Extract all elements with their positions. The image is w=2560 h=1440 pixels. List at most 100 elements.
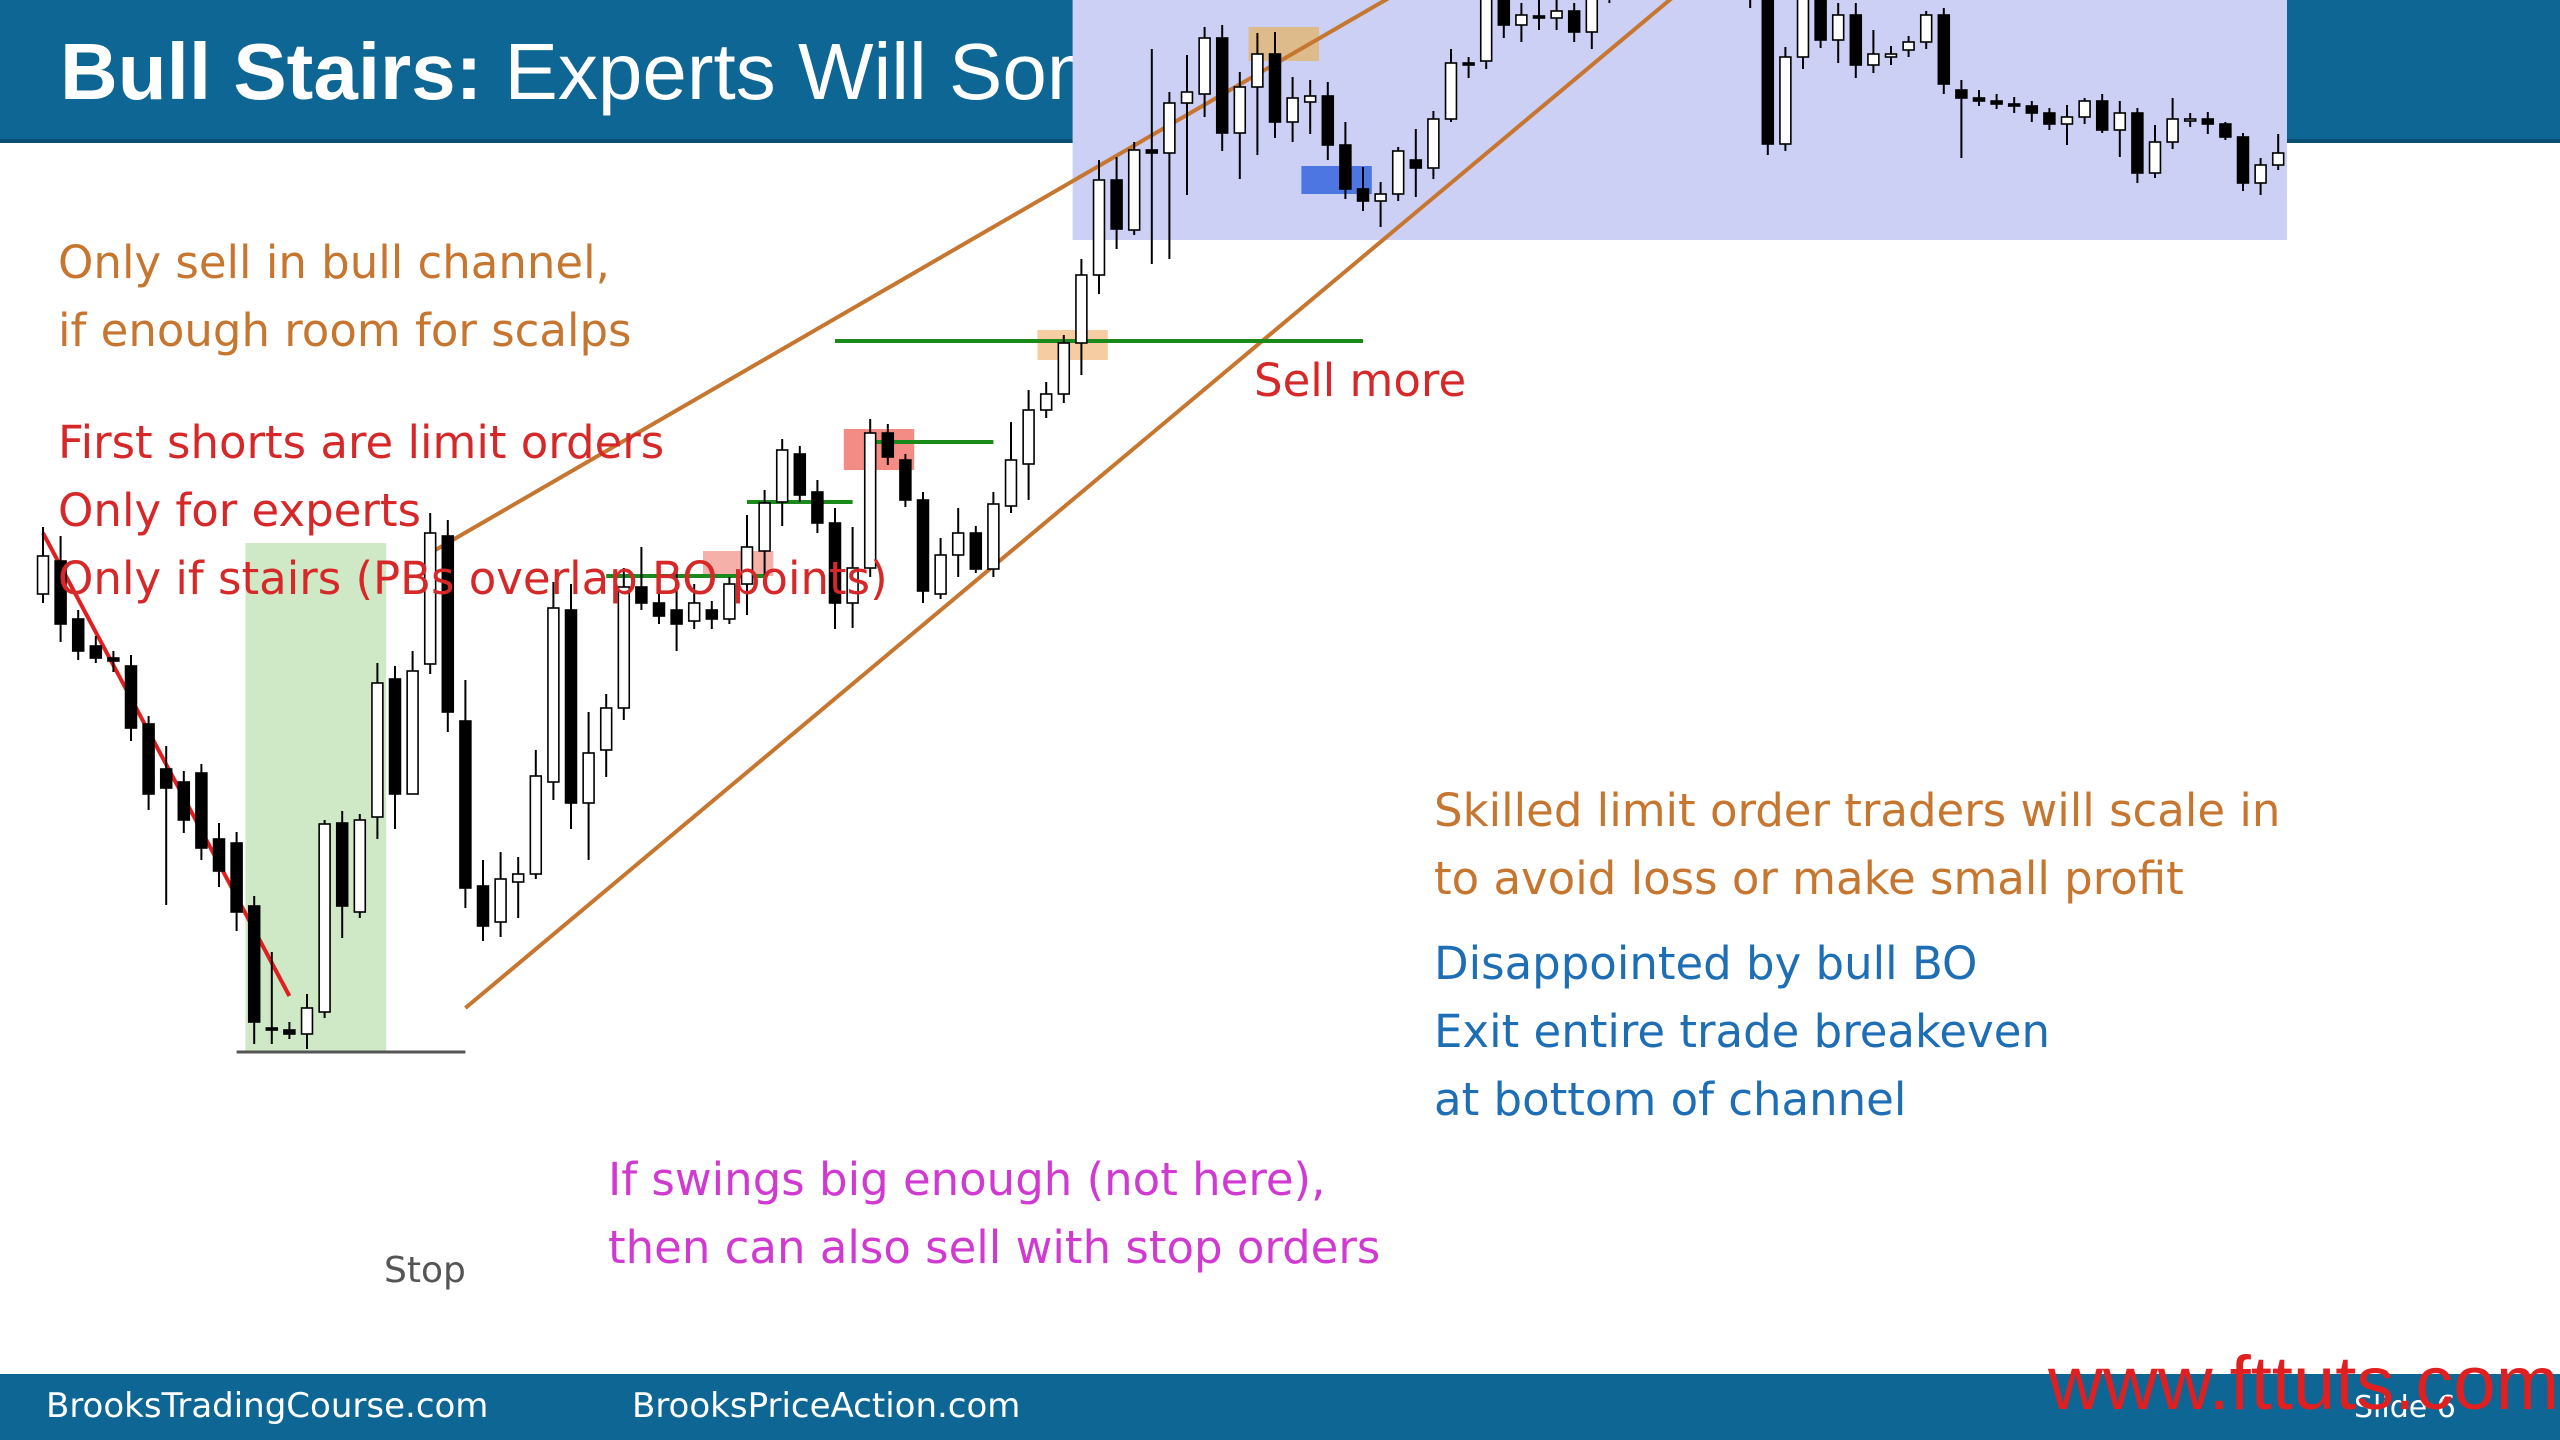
candle-body [758,502,771,552]
candle-body [2095,100,2109,131]
note-skilled-line2: to avoid loss or make small profit [1434,852,2184,905]
candle-body [511,873,525,883]
candle-body [476,885,490,927]
candle-body [195,772,208,849]
candle-body [318,823,331,1013]
candle-body [2183,118,2197,122]
candle-body [652,602,666,617]
candle-body [705,609,719,620]
candle-body [283,1029,296,1035]
candle-body [1233,86,1247,134]
candle-body [564,609,578,804]
candle-body [2060,116,2074,125]
footer-site-left[interactable]: BrooksTradingCourse.com [46,1386,489,1426]
short-entry-box [1037,330,1108,360]
candle-body [1867,53,1880,66]
note-sell-more: Sell more [1254,354,1467,407]
channel-lower-line [464,0,1673,1010]
candle-body [2148,141,2162,174]
candle-body [89,645,103,659]
note-disappointed: Disappointed by bull BO [1434,937,1978,990]
note-swings-line2: then can also sell with stop orders [608,1221,1381,1274]
candle-body [230,842,243,913]
candle-body [159,768,173,789]
watermark-text: www.fttuts.com [2048,1341,2559,1426]
candle-body [828,522,842,604]
note-stairs: Only if stairs (PBs overlap BO points) [58,552,888,605]
note-skilled-line1: Skilled limit order traders will scale i… [1434,784,2281,837]
candle-body [1567,10,1581,33]
candle-body [863,432,877,569]
candle-body [1303,95,1317,103]
candle-body [459,720,472,889]
candle-body [1075,274,1088,344]
candle-body [371,682,384,818]
candle-body [1215,37,1229,134]
candle-body [635,586,648,604]
candle-body [1955,89,1968,99]
candle-body [335,822,349,907]
candle-body [529,775,543,875]
candle-body [1039,393,1053,411]
candle-body [899,459,912,501]
note-exit: Exit entire trade breakeven [1434,1005,2050,1058]
candle-body [2043,112,2056,125]
candle-body [582,752,595,804]
candle-body [423,532,437,665]
candle-body [1268,53,1282,123]
candle-body [740,546,754,585]
entry-zone [245,543,387,1052]
candle-body [1391,150,1405,195]
note-first-shorts: First shorts are limit orders [58,416,665,469]
candle-body [212,838,226,872]
candle-body [2254,164,2267,184]
candle-body [388,678,402,795]
candle-body [2113,112,2127,131]
candle-body [2007,103,2021,107]
candle-body [1761,0,1775,145]
note-sell-line2: if enough room for scalps [58,304,632,357]
candle-body [2025,105,2039,114]
channel-upper-line [429,0,1390,555]
candle-body [1585,0,1599,33]
candle-body [1092,179,1106,276]
slide-number: Slide 6 [2354,1390,2456,1425]
candle-body [811,491,824,524]
candle-body [1321,95,1335,146]
candle-body [1462,62,1475,66]
title-bold: Bull Stairs: [60,27,483,116]
candle-body [247,905,261,1023]
candle-body [1972,97,1986,102]
note-swings-line1: If swings big enough (not here), [608,1153,1326,1206]
candle-body [687,602,701,622]
candle-body [1145,149,1159,154]
candle-body [547,607,560,783]
candle-body [1902,41,1915,51]
candle-body [1251,53,1264,88]
candle-body [54,560,67,625]
candle-body [1374,193,1387,202]
candle-body [1444,62,1458,120]
candle-body [1990,100,2003,105]
candle-body [2236,136,2250,184]
candle-body [1849,14,1863,66]
candle-body [2078,100,2091,118]
slide-footer: BrooksTradingCourse.com BrooksPriceActio… [0,1374,2560,1440]
candle-body [71,618,85,652]
candle-body [1339,144,1352,190]
footer-site-center[interactable]: BrooksPriceAction.com [632,1386,1021,1426]
candle-body [441,535,455,713]
candle-body [1831,14,1845,41]
note-bottom: at bottom of channel [1434,1073,1907,1126]
candle-body [1919,14,1933,43]
candle-body [300,1007,314,1035]
candle-body [723,583,736,620]
candle-body [1884,53,1898,58]
candle-body [846,567,859,604]
candle-body [793,453,807,496]
candle-body [1497,0,1511,26]
candle-body [881,432,895,458]
candle-body [1479,0,1493,62]
candle-body [2271,152,2285,166]
short-entry-box [703,551,774,576]
